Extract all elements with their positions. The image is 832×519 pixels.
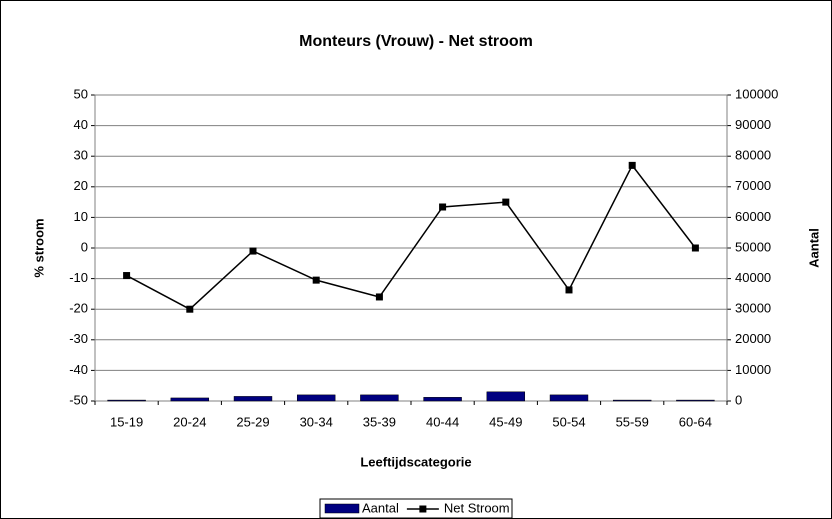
x-tick-label: 30-34 [300, 414, 333, 429]
x-tick-label: 60-64 [679, 414, 712, 429]
bar [170, 397, 210, 402]
y-tick-label: -40 [69, 362, 88, 377]
x-tick-label: 20-24 [173, 414, 206, 429]
marker [249, 247, 257, 255]
marker [691, 244, 699, 252]
x-tick-label: 35-39 [363, 414, 396, 429]
x-tick-label: 55-59 [616, 414, 649, 429]
y-tick-label: -50 [69, 392, 88, 407]
bar [107, 399, 146, 402]
y-tick-label: 20 [74, 178, 88, 193]
y2-tick-label: 30000 [735, 301, 771, 316]
y-axis-label: % stroom [31, 218, 46, 277]
y2-tick-label: 70000 [735, 178, 771, 193]
line [126, 163, 696, 311]
y-tick-label: 40 [74, 117, 88, 132]
bar [296, 394, 336, 402]
x-axis-label: Leeftijdscategorie [360, 454, 471, 469]
y-tick-label: 0 [81, 239, 88, 254]
y2-tick-label: 80000 [735, 148, 771, 163]
bar [233, 396, 273, 402]
bar [423, 397, 462, 402]
bar [549, 394, 589, 402]
x-tick-label: 45-49 [489, 414, 522, 429]
y-tick-label: -10 [69, 270, 88, 285]
marker [375, 293, 383, 301]
y-tick-label: -20 [69, 301, 88, 316]
marker [186, 305, 194, 313]
y-tick-label: 10 [74, 209, 88, 224]
chart-title: Monteurs (Vrouw) - Net stroom [299, 33, 533, 50]
y-tick-label: -30 [69, 331, 88, 346]
marker [565, 286, 573, 294]
y2-tick-label: 100000 [735, 86, 778, 101]
y-tick-label: 30 [74, 148, 88, 163]
x-tick-label: 25-29 [236, 414, 269, 429]
legend-marker [419, 505, 427, 513]
legend-swatch [324, 503, 360, 514]
marker [123, 272, 131, 280]
bar [612, 399, 652, 402]
y2-tick-label: 10000 [735, 362, 771, 377]
bar [676, 399, 715, 402]
y2-tick-label: 0 [735, 392, 742, 407]
y2-tick-label: 20000 [735, 331, 771, 346]
x-tick-label: 40-44 [426, 414, 459, 429]
y2-axis-label: Aantal [806, 228, 821, 268]
legend-label: Aantal [362, 500, 399, 515]
marker [502, 198, 510, 206]
x-tick-label: 15-19 [110, 414, 143, 429]
marker [439, 203, 447, 211]
marker [312, 276, 320, 284]
y2-tick-label: 50000 [735, 239, 771, 254]
bar [360, 394, 399, 402]
marker [628, 161, 636, 169]
legend-label: Net Stroom [444, 500, 510, 515]
y2-tick-label: 60000 [735, 209, 771, 224]
bar [486, 391, 526, 402]
x-tick-label: 50-54 [552, 414, 585, 429]
y-tick-label: 50 [74, 86, 88, 101]
y2-tick-label: 40000 [735, 270, 771, 285]
y2-tick-label: 90000 [735, 117, 771, 132]
